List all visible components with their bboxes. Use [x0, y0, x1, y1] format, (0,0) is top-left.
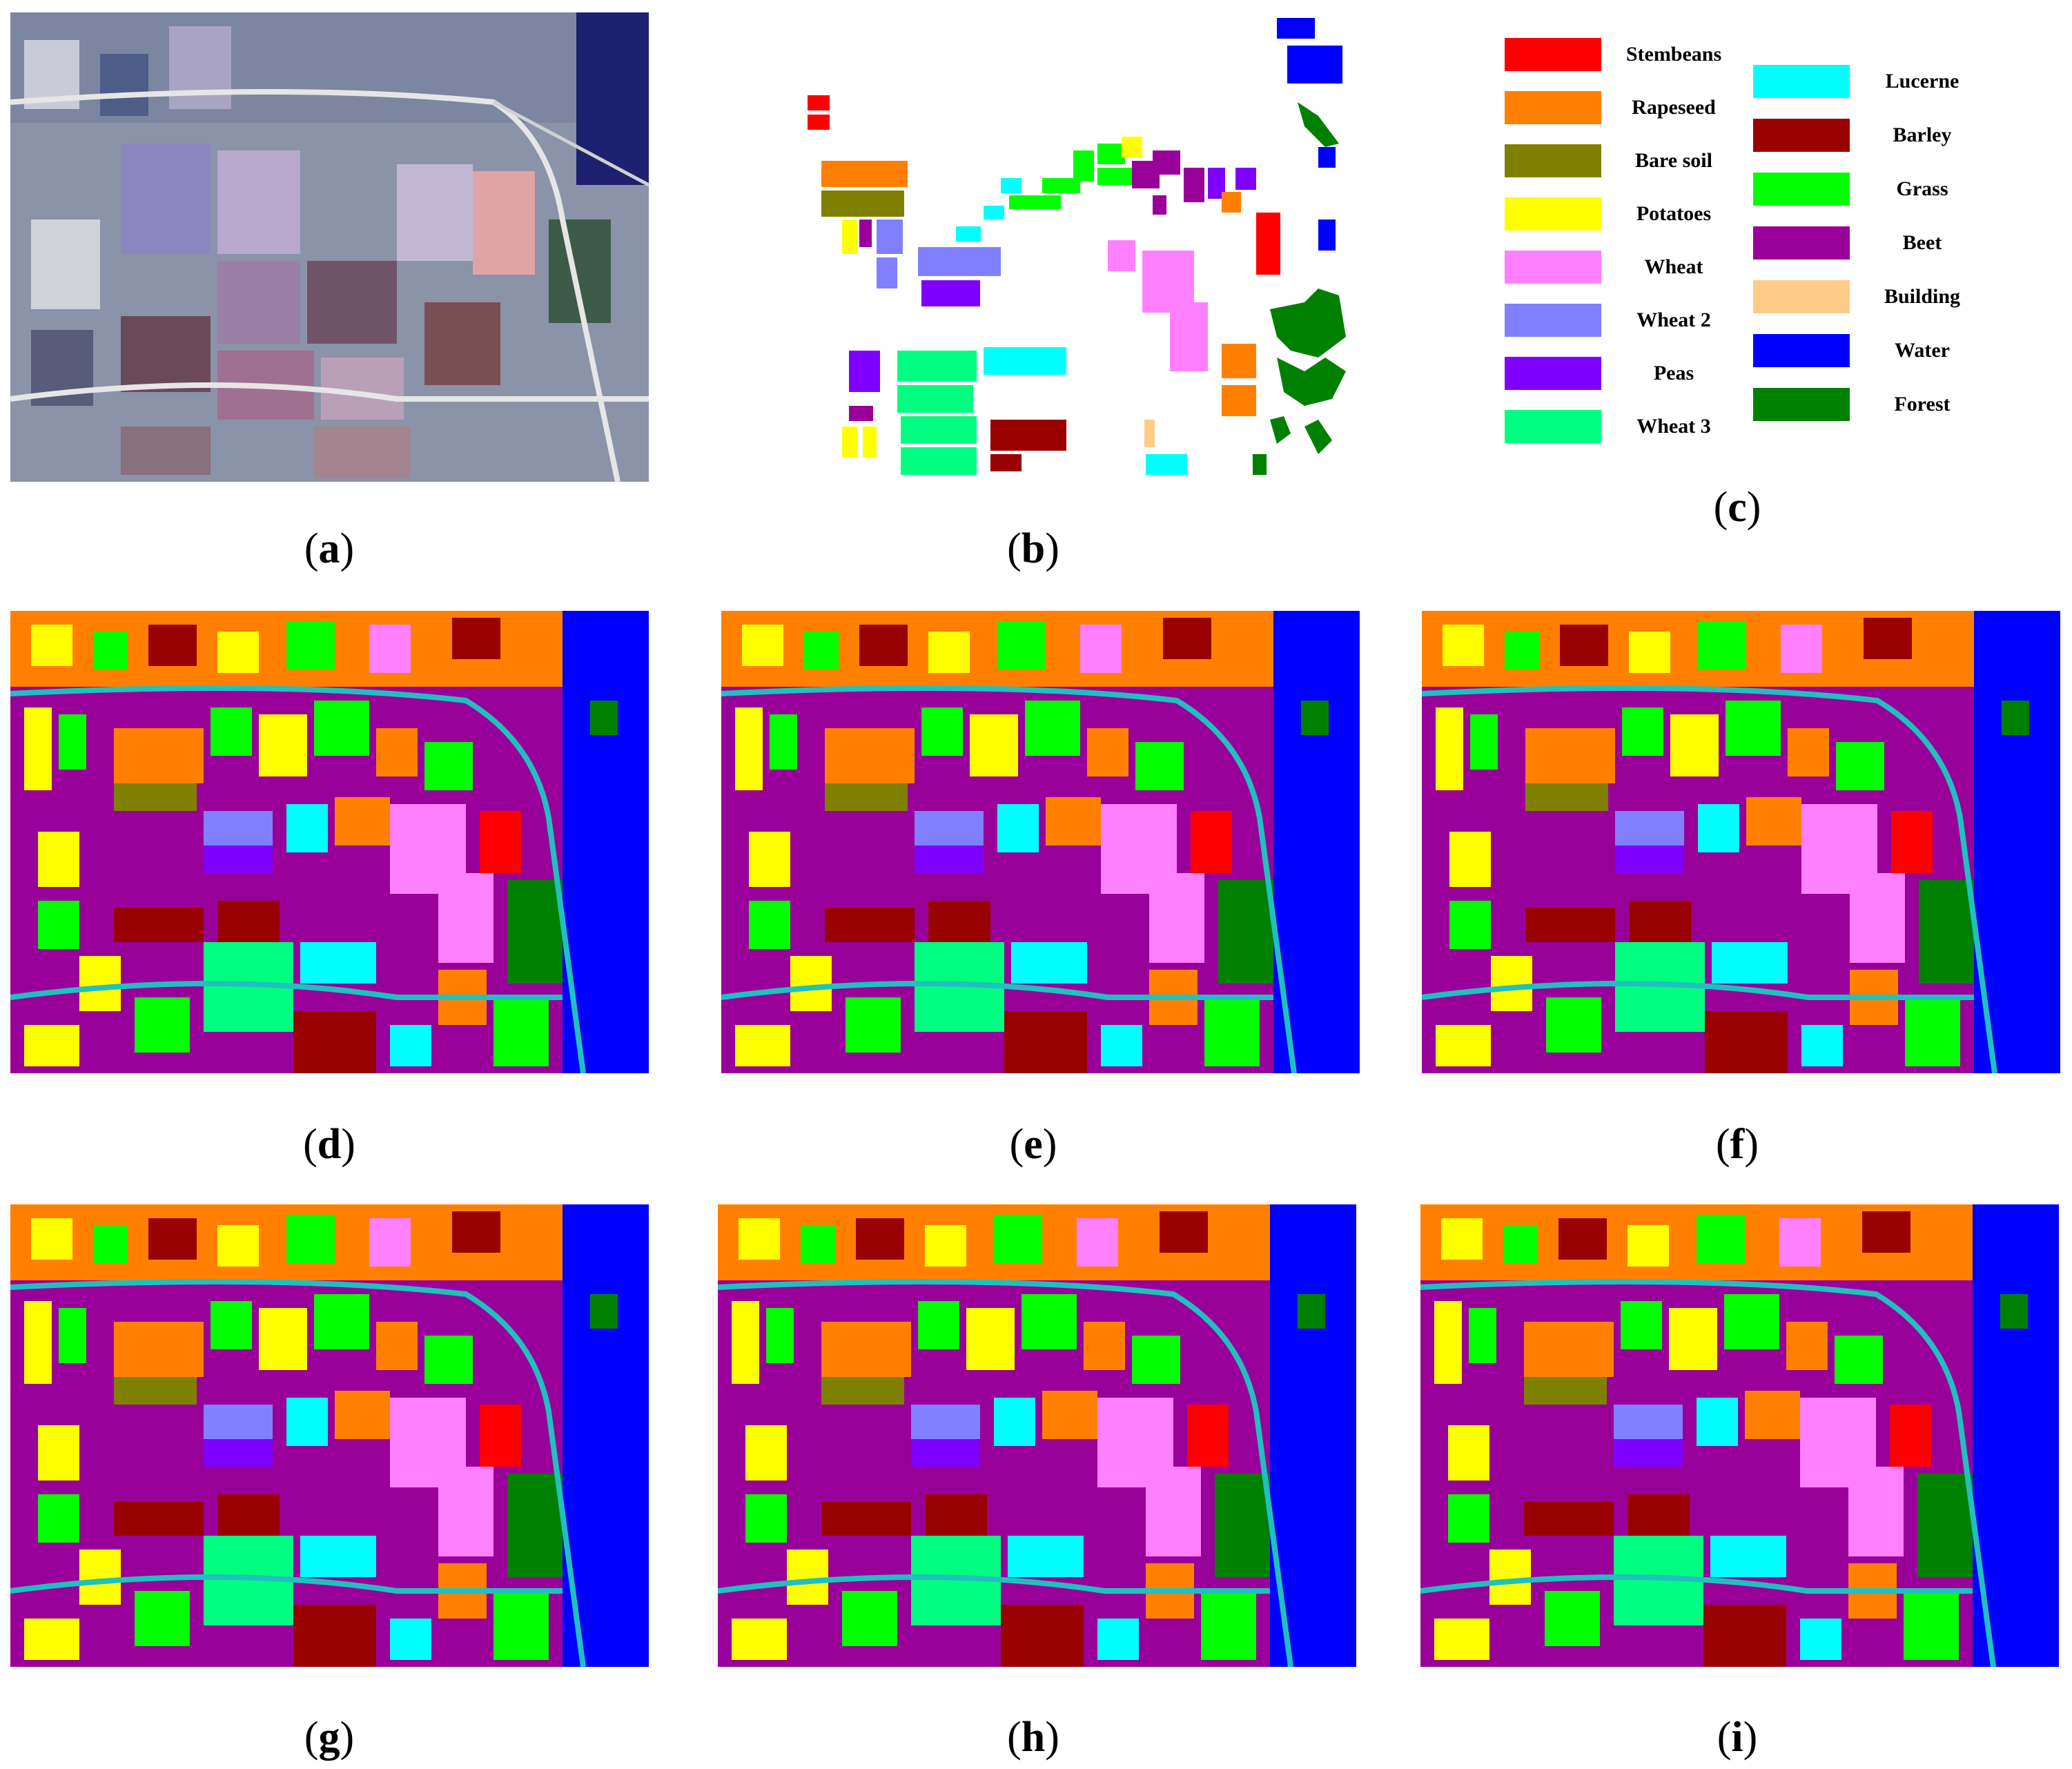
legend-swatch — [1753, 173, 1850, 206]
legend-swatch — [1505, 251, 1601, 284]
label-letter: g — [318, 1714, 340, 1761]
label-paren-open: ( — [1713, 484, 1728, 531]
legend-swatch — [1753, 280, 1850, 313]
label-paren-open: ( — [304, 1714, 319, 1761]
label-paren-open: ( — [304, 525, 319, 572]
classification-map-i — [1420, 1204, 2059, 1667]
legend-label: Beet — [1902, 231, 1942, 254]
legend-label: Stembeans — [1625, 43, 1722, 66]
label-letter: c — [1728, 484, 1747, 531]
classification-map-d — [10, 611, 649, 1073]
panel-label-a: (a) — [260, 525, 398, 573]
label-letter: d — [317, 1121, 342, 1168]
label-letter: b — [1021, 525, 1046, 572]
panel-label-b: (b) — [964, 525, 1102, 573]
label-letter: i — [1731, 1714, 1743, 1761]
legend-label: Potatoes — [1636, 202, 1712, 225]
panel-label-c: (c) — [1668, 483, 1806, 531]
label-paren-open: ( — [1007, 525, 1022, 572]
legend-label: Grass — [1896, 177, 1948, 200]
legend-swatch — [1505, 197, 1601, 231]
classification-map-g — [10, 1204, 649, 1667]
ground-truth-map — [794, 12, 1360, 482]
label-paren-open: ( — [1716, 1121, 1730, 1168]
label-paren-close: ) — [341, 1121, 355, 1168]
panel-label-d: (d) — [260, 1120, 398, 1169]
pauli-rgb-image — [10, 12, 649, 482]
legend-label: Wheat 3 — [1636, 415, 1711, 438]
label-paren-close: ) — [1746, 484, 1761, 531]
label-paren-close: ) — [1744, 1121, 1759, 1168]
label-letter: a — [318, 525, 340, 572]
legend-swatch — [1753, 388, 1850, 421]
legend-label: Peas — [1653, 362, 1694, 384]
panel-label-f: (f) — [1668, 1120, 1806, 1169]
legend-swatch — [1753, 119, 1850, 152]
legend-swatch — [1505, 144, 1601, 177]
legend-label: Wheat — [1644, 255, 1703, 278]
legend-label: Bare soil — [1635, 149, 1712, 172]
legend-swatch — [1505, 91, 1601, 124]
panel-label-g: (g) — [260, 1713, 398, 1761]
label-paren-close: ) — [1045, 1714, 1059, 1761]
classification-map-e — [721, 611, 1360, 1073]
label-letter: e — [1024, 1121, 1043, 1168]
legend-swatch — [1505, 410, 1601, 443]
legend-label: Barley — [1893, 124, 1952, 146]
label-paren-open: ( — [1717, 1714, 1732, 1761]
classification-map-h — [718, 1204, 1356, 1667]
classification-map-f — [1422, 611, 2060, 1073]
legend-swatch — [1753, 65, 1850, 98]
label-paren-open: ( — [303, 1121, 317, 1168]
legend-label: Forest — [1894, 393, 1951, 416]
label-paren-open: ( — [1007, 1714, 1022, 1761]
legend-label: Water — [1895, 339, 1950, 362]
legend-swatch — [1505, 304, 1601, 337]
panel-label-e: (e) — [964, 1120, 1102, 1169]
legend-swatch — [1505, 357, 1601, 390]
legend-label: Lucerne — [1885, 70, 1959, 92]
legend: Stembeans Rapeseed Bare soil Potatoes Wh… — [1484, 0, 2072, 497]
label-paren-close: ) — [340, 1714, 355, 1761]
label-paren-close: ) — [1045, 525, 1059, 572]
label-paren-close: ) — [1743, 1714, 1758, 1761]
panel-label-h: (h) — [964, 1713, 1102, 1761]
label-letter: f — [1730, 1121, 1745, 1168]
label-paren-close: ) — [1042, 1121, 1057, 1168]
legend-swatch — [1753, 226, 1850, 260]
panel-label-i: (i) — [1668, 1713, 1806, 1761]
legend-swatch — [1753, 334, 1850, 367]
legend-label: Rapeseed — [1632, 96, 1716, 119]
label-paren-open: ( — [1009, 1121, 1024, 1168]
legend-label: Building — [1884, 285, 1961, 308]
legend-swatch — [1505, 38, 1601, 71]
label-paren-close: ) — [340, 525, 355, 572]
label-letter: h — [1021, 1714, 1046, 1761]
legend-label: Wheat 2 — [1636, 309, 1711, 331]
